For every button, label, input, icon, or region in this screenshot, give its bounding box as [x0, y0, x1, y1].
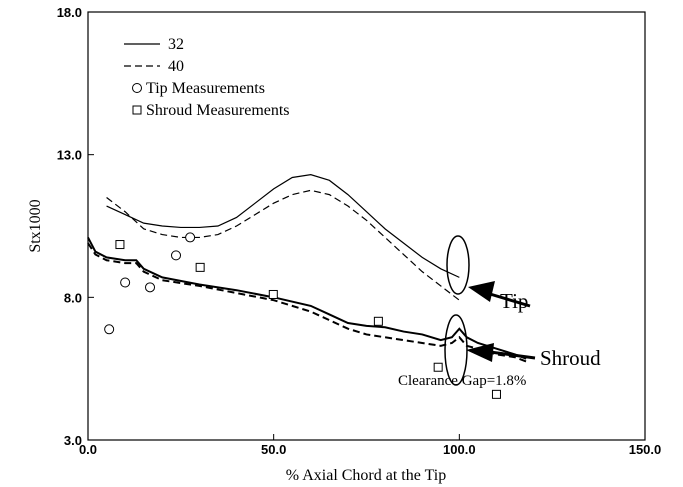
marker — [491, 389, 501, 399]
y-tick-label: 8.0 — [64, 290, 82, 305]
y-tick-label: 18.0 — [57, 5, 82, 20]
annotation: Shroud — [540, 346, 601, 370]
marker — [373, 316, 383, 326]
line — [106, 189, 460, 301]
legend-label: 32 — [168, 36, 184, 53]
legend-marker — [132, 105, 142, 115]
marker — [120, 277, 131, 288]
legend-label: Shroud Measurements — [146, 102, 290, 119]
shroud-arrow-shaft — [489, 350, 536, 360]
y-tick-label: 13.0 — [57, 148, 82, 163]
marker — [433, 362, 443, 372]
marker — [145, 282, 156, 293]
line — [87, 236, 527, 360]
marker — [115, 240, 125, 250]
legend-marker — [132, 83, 142, 93]
x-tick-label: 0.0 — [79, 442, 97, 457]
x-tick-label: 150.0 — [629, 442, 662, 457]
x-axis-label: % Axial Chord at the Tip — [286, 467, 446, 484]
x-tick-label: 50.0 — [261, 442, 286, 457]
shroud-arrow-head — [466, 343, 494, 362]
plot-frame — [87, 11, 646, 441]
marker — [171, 250, 182, 261]
tip-arrow-shaft — [489, 292, 531, 308]
legend-label: Tip Measurements — [146, 80, 265, 97]
line — [87, 242, 527, 363]
tip-arrow-head — [468, 281, 495, 302]
y-tick-label: 3.0 — [64, 433, 82, 448]
annotation: Tip — [500, 289, 528, 313]
x-tick-label: 100.0 — [443, 442, 476, 457]
marker — [185, 232, 196, 243]
marker — [104, 324, 115, 335]
annotation: Clearance Gap=1.8% — [398, 373, 526, 389]
marker — [268, 289, 278, 299]
line — [106, 174, 460, 278]
marker — [195, 262, 205, 272]
legend-label: 40 — [168, 58, 184, 75]
tip-ellipse — [446, 235, 470, 295]
y-axis-label: Stx1000 — [27, 199, 44, 252]
